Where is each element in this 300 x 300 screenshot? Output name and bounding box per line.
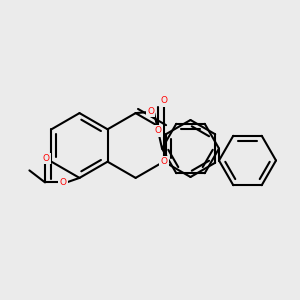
- Text: O: O: [154, 126, 162, 135]
- Text: O: O: [147, 107, 154, 116]
- Text: O: O: [160, 96, 167, 105]
- Text: O: O: [42, 154, 50, 163]
- Text: O: O: [59, 178, 67, 187]
- Text: O: O: [160, 157, 167, 166]
